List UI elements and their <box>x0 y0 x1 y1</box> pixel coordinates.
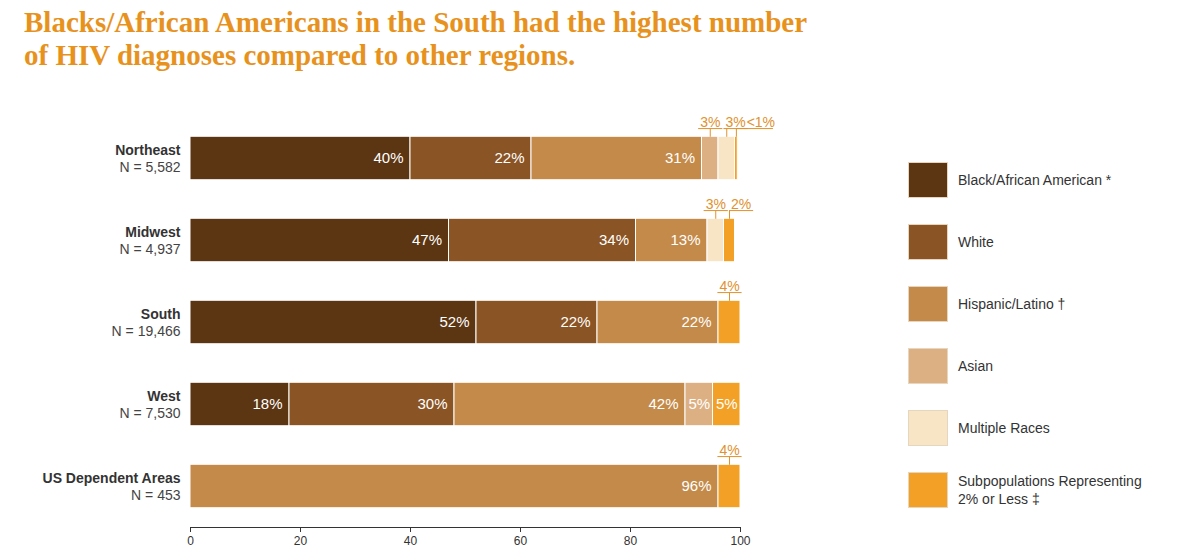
svg-text:96%: 96% <box>681 477 711 494</box>
svg-text:South: South <box>141 306 181 322</box>
svg-text:40%: 40% <box>373 149 403 166</box>
svg-text:N = 19,466: N = 19,466 <box>112 323 181 339</box>
svg-text:N = 7,530: N = 7,530 <box>119 405 180 421</box>
svg-text:20: 20 <box>294 534 308 548</box>
html-text:Asian: Asian <box>958 358 993 374</box>
svg-text:N = 4,937: N = 4,937 <box>119 241 180 257</box>
svg-text:18%: 18% <box>252 395 282 412</box>
svg-text:60: 60 <box>514 534 528 548</box>
html-text:Black/African American *: Black/African American * <box>958 172 1112 188</box>
svg-text:30%: 30% <box>417 395 447 412</box>
svg-text:34%: 34% <box>599 231 629 248</box>
svg-text:3%: 3% <box>700 114 720 130</box>
svg-text:100: 100 <box>730 534 750 548</box>
svg-text:4%: 4% <box>719 442 739 458</box>
html-text:Multiple Races: Multiple Races <box>958 420 1050 436</box>
svg-text:N = 5,582: N = 5,582 <box>119 159 180 175</box>
svg-text:West: West <box>147 388 181 404</box>
svg-text:22%: 22% <box>494 149 524 166</box>
svg-text:13%: 13% <box>670 231 700 248</box>
svg-text:22%: 22% <box>560 313 590 330</box>
svg-text:3%: 3% <box>706 196 726 212</box>
svg-text:42%: 42% <box>648 395 678 412</box>
svg-text:Northeast: Northeast <box>115 142 181 158</box>
svg-text:0: 0 <box>187 534 194 548</box>
svg-text:3%: 3% <box>725 114 745 130</box>
svg-text:80: 80 <box>624 534 638 548</box>
svg-text:52%: 52% <box>439 313 469 330</box>
svg-text:47%: 47% <box>412 231 442 248</box>
svg-text:5%: 5% <box>716 395 738 412</box>
html-text:Hispanic/Latino †: Hispanic/Latino † <box>958 296 1066 312</box>
svg-text:<1%: <1% <box>747 114 775 130</box>
html-text:Subpopulations Representing 2%: Subpopulations Representing 2% or Less ‡ <box>958 473 1142 507</box>
svg-text:31%: 31% <box>665 149 695 166</box>
svg-text:4%: 4% <box>719 278 739 294</box>
svg-text:2%: 2% <box>731 196 751 212</box>
svg-text:5%: 5% <box>688 395 710 412</box>
html-text:White: White <box>958 234 994 250</box>
svg-text:Midwest: Midwest <box>125 224 181 240</box>
svg-text:N = 453: N = 453 <box>131 487 181 503</box>
svg-text:22%: 22% <box>681 313 711 330</box>
html-text:Blacks/African Americans in th: Blacks/African Americans in the South ha… <box>24 6 807 71</box>
svg-text:40: 40 <box>404 534 418 548</box>
svg-text:US Dependent Areas: US Dependent Areas <box>43 470 181 486</box>
